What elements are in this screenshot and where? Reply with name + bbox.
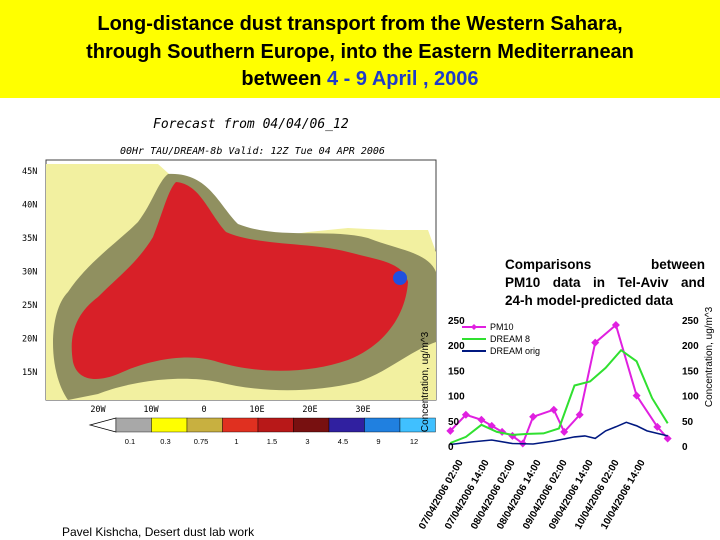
legend-marker (471, 324, 477, 330)
lat-label: 30N (22, 268, 37, 278)
lon-label: 10E (249, 405, 264, 415)
pm10-point (611, 321, 620, 330)
series-line (450, 421, 668, 446)
left-y-ticks: 0 50 100 150 200 250 (448, 316, 465, 453)
lat-label: 15N (22, 368, 37, 378)
map-heading: Forecast from 04/04/06_12 (153, 117, 349, 132)
y-tick-label-left: 100 (448, 392, 465, 403)
lat-label: 25N (22, 301, 37, 311)
pm10-point (549, 405, 558, 414)
footer-credit: Pavel Kishcha, Desert dust lab work (62, 525, 255, 539)
title-line-3-prefix: between (241, 68, 327, 90)
y-axis-label-left: Concentration, ug/m^3 (420, 331, 431, 432)
lat-label: 35N (22, 234, 37, 244)
dust-forecast-map: Forecast from 04/04/06_12 00Hr TAU/DREAM… (22, 117, 437, 446)
dust-region-core (71, 182, 408, 379)
series-layer (446, 321, 672, 448)
title-line-1: Long-distance dust transport from the We… (97, 13, 623, 35)
y-tick-label-left: 200 (448, 341, 465, 352)
pm10-point (653, 422, 662, 431)
map-colorbar: 0.1 0.3 0.75 1 1.5 3 4.5 9 12 (88, 417, 436, 446)
colorbar-swatch (399, 417, 436, 433)
pm10-point (446, 426, 455, 435)
map-subheading: 00Hr TAU/DREAM-8b Valid: 12Z Tue 04 APR … (120, 146, 385, 157)
y-tick-label-right: 150 (682, 366, 699, 377)
tel-aviv-marker (393, 271, 407, 285)
pm10-point (575, 410, 584, 419)
y-tick-label-left: 150 (448, 366, 465, 377)
pm10-point (591, 338, 600, 347)
lon-label: 0 (201, 405, 206, 415)
pm10-point (461, 410, 470, 419)
colorbar-label: 4.5 (338, 437, 348, 446)
pm10-point (477, 415, 486, 424)
title-dates: 4 - 9 April , 2006 (327, 68, 479, 90)
latitude-labels: 45N 40N 35N 30N 25N 20N 15N (22, 167, 37, 378)
series-line (449, 323, 669, 446)
lon-label: 30E (355, 405, 370, 415)
lon-label: 20W (90, 405, 106, 415)
pm10-point (663, 434, 672, 443)
legend-label: PM10 (490, 322, 514, 332)
right-y-ticks: 0 50 100 150 200 250 (682, 316, 699, 453)
y-tick-label-left: 50 (448, 417, 460, 428)
colorbar-label: 0.3 (160, 437, 170, 446)
pm10-point (529, 412, 538, 421)
colorbar-label: 12 (410, 437, 418, 446)
lat-label: 40N (22, 201, 37, 211)
series-line (449, 348, 669, 444)
colorbar-label: 9 (376, 437, 380, 446)
legend-label: DREAM 8 (490, 334, 530, 344)
lat-label: 45N (22, 167, 37, 177)
note-line-3: 24-h model-predicted data (505, 293, 674, 308)
note-line-2: PM10 data in Tel-Aviv and (505, 275, 705, 290)
pm10-point (560, 427, 569, 436)
lat-label: 20N (22, 335, 37, 345)
y-tick-label-right: 250 (682, 316, 699, 327)
chart-legend: PM10 DREAM 8 DREAM orig (462, 322, 540, 356)
legend-label: DREAM orig (490, 346, 540, 356)
note-line-1: Comparisons between (505, 257, 705, 272)
lon-label: 20E (302, 405, 317, 415)
y-tick-label-right: 200 (682, 341, 699, 352)
colorbar-label: 0.1 (125, 437, 135, 446)
colorbar-label: 0.75 (194, 437, 209, 446)
title-line-2: through Southern Europe, into the Easter… (86, 41, 634, 63)
lon-label: 10W (143, 405, 159, 415)
y-tick-label-right: 100 (682, 392, 699, 403)
longitude-labels: 20W 10W 0 10E 20E 30E (90, 405, 370, 415)
y-tick-label-left: 250 (448, 316, 465, 327)
title-line-3: between 4 - 9 April , 2006 (0, 67, 720, 91)
comparison-note: Comparisons between PM10 data in Tel-Avi… (505, 256, 705, 310)
y-tick-label-right: 0 (682, 442, 688, 453)
colorbar-label: 1 (234, 437, 238, 446)
title-banner: Long-distance dust transport from the We… (0, 0, 720, 98)
colorbar-label: 1.5 (267, 437, 277, 446)
colorbar-label: 3 (305, 437, 309, 446)
y-tick-label-left: 0 (448, 442, 454, 453)
y-tick-label-right: 50 (682, 417, 694, 428)
pm10-point (632, 391, 641, 400)
y-axis-label-right: Concentration, ug/m^3 (704, 306, 715, 407)
